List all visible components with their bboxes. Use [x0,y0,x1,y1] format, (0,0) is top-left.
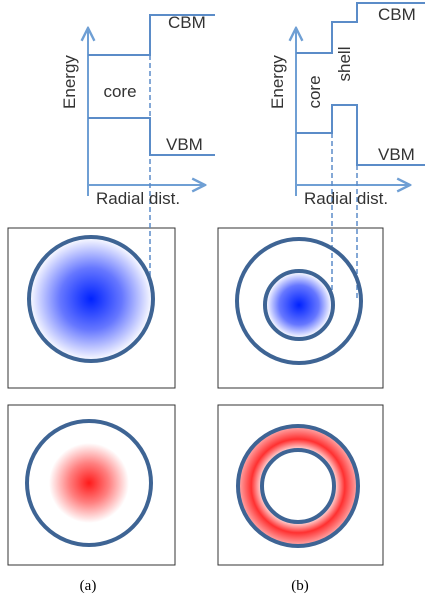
energy-label: Energy [268,55,287,109]
cbm-label: CBM [378,5,416,24]
core-label: core [305,75,324,108]
region-label: core [103,82,136,101]
caption: (b) [291,578,309,594]
shell-label: shell [335,47,354,82]
axis-label: Radial dist. [96,189,180,208]
vbm-label: VBM [166,135,203,154]
caption: (a) [80,578,97,594]
diagram: Energy core CBM VBM Radial dist. Energy … [0,0,425,604]
energy-label: Energy [60,55,79,109]
cbm-label: CBM [168,13,206,32]
hole-density [49,443,129,523]
vbm-label: VBM [378,145,415,164]
axis-label: Radial dist. [304,189,388,208]
